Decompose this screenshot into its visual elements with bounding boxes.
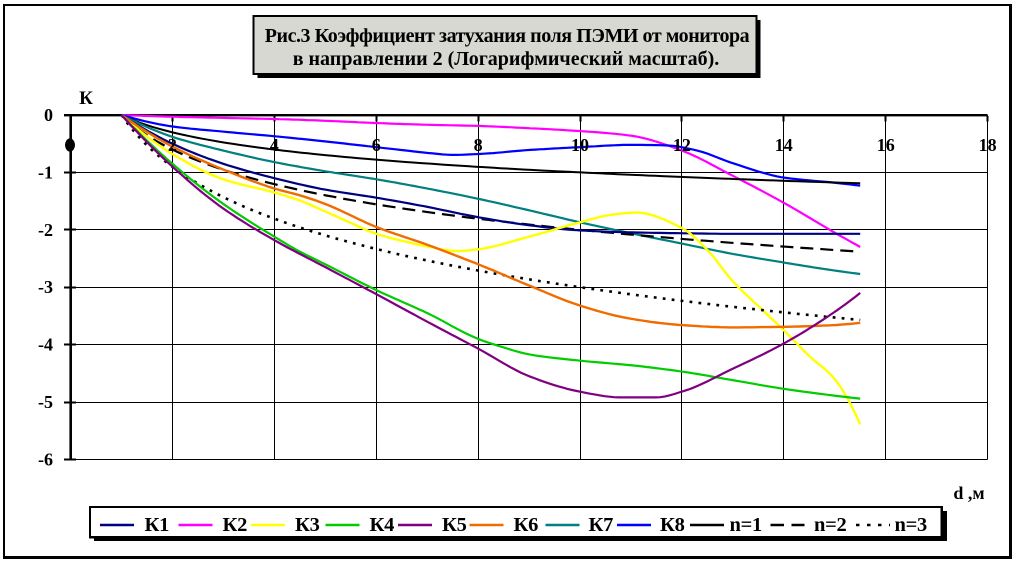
- svg-text:К1: К1: [145, 514, 170, 536]
- svg-text:-2: -2: [38, 220, 53, 240]
- svg-text:10: 10: [571, 135, 589, 155]
- svg-text:К4: К4: [370, 514, 395, 536]
- svg-text:К2: К2: [223, 514, 248, 536]
- svg-text:2: 2: [168, 135, 177, 155]
- svg-text:-3: -3: [38, 277, 53, 297]
- svg-text:К: К: [79, 88, 93, 109]
- svg-text:18: 18: [979, 135, 997, 155]
- svg-text:n=1: n=1: [730, 514, 762, 536]
- svg-text:Рис.3 Коэффициент затухания по: Рис.3 Коэффициент затухания поля ПЭМИ от…: [265, 25, 750, 47]
- svg-text:14: 14: [775, 135, 793, 155]
- svg-text:n=2: n=2: [814, 514, 846, 536]
- svg-text:К7: К7: [589, 514, 614, 536]
- svg-text:К8: К8: [660, 514, 685, 536]
- svg-text:0: 0: [44, 105, 53, 125]
- svg-text:К6: К6: [514, 514, 539, 536]
- svg-text:-1: -1: [38, 162, 53, 182]
- svg-text:-6: -6: [38, 449, 53, 469]
- svg-text:6: 6: [372, 135, 381, 155]
- svg-text:-5: -5: [38, 392, 53, 412]
- svg-text:К5: К5: [442, 514, 467, 536]
- svg-text:n=3: n=3: [895, 514, 927, 536]
- svg-text:в направлении 2 (Логарифмическ: в направлении 2 (Логарифмический масштаб…: [293, 48, 720, 70]
- svg-text:4: 4: [270, 135, 279, 155]
- svg-text:12: 12: [673, 135, 691, 155]
- svg-text:8: 8: [474, 135, 483, 155]
- svg-text:К3: К3: [295, 514, 320, 536]
- svg-text:-4: -4: [38, 335, 53, 355]
- svg-text:16: 16: [877, 135, 895, 155]
- svg-text:d ,м: d ,м: [953, 483, 984, 503]
